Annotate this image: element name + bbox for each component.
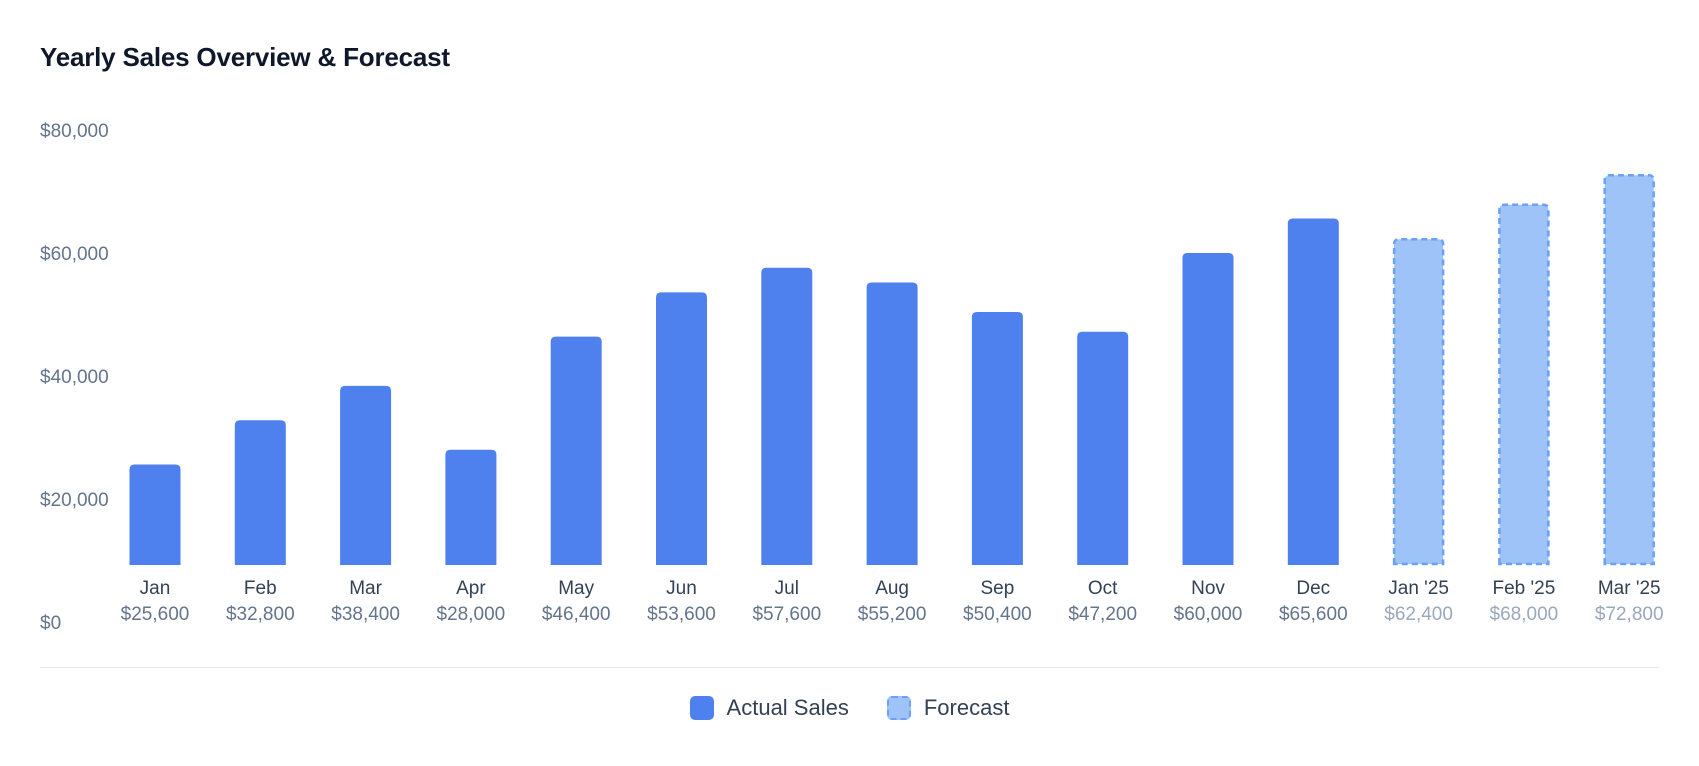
bar-value-label: $25,600 bbox=[121, 604, 190, 625]
forecast-bar bbox=[1603, 174, 1655, 566]
actual-sales-bar bbox=[129, 464, 181, 565]
chart-title: Yearly Sales Overview & Forecast bbox=[40, 42, 450, 72]
bar-value-label: $57,600 bbox=[752, 604, 821, 625]
legend-divider bbox=[40, 667, 1659, 668]
bar-chart: $0 $20,000 $40,000 $60,000 $80,000 Jan $25,600… bbox=[40, 121, 1664, 634]
actual-sales-bar bbox=[340, 385, 392, 565]
x-axis-category-label: Feb '25 bbox=[1493, 578, 1556, 599]
y-axis-tick-label: $80,000 bbox=[40, 121, 109, 142]
bar-value-label: $72,800 bbox=[1595, 604, 1664, 625]
bar-value-label: $60,000 bbox=[1174, 604, 1243, 625]
actual-sales-bar bbox=[445, 449, 497, 565]
y-axis-tick-label: $20,000 bbox=[40, 490, 109, 511]
bar-value-label: $46,400 bbox=[542, 604, 611, 625]
x-axis-category-label: Dec bbox=[1296, 578, 1330, 599]
bar-value-label: $32,800 bbox=[226, 604, 295, 625]
actual-sales-bar bbox=[1077, 331, 1129, 565]
x-axis-category-label: Jan '25 bbox=[1388, 578, 1449, 599]
actual-sales-bar bbox=[656, 292, 707, 565]
y-axis-tick-label: $60,000 bbox=[40, 244, 109, 265]
x-axis-category-label: Jul bbox=[775, 578, 799, 599]
bar-value-label: $38,400 bbox=[331, 604, 400, 625]
legend-label-forecast: Forecast bbox=[923, 695, 1010, 720]
bar-value-label: $50,400 bbox=[963, 604, 1032, 625]
legend-item-actual-sales: Actual Sales bbox=[689, 695, 849, 721]
x-axis-category-label: Oct bbox=[1088, 578, 1118, 599]
actual-sales-bar bbox=[761, 267, 813, 565]
bar-value-label: $53,600 bbox=[647, 604, 716, 625]
x-axis-category-label: Jun bbox=[666, 578, 697, 599]
x-axis-category-label: Apr bbox=[456, 578, 486, 599]
bar-value-label: $65,600 bbox=[1279, 604, 1348, 625]
y-axis-tick-label: $0 bbox=[40, 613, 61, 634]
x-axis-category-label: Nov bbox=[1191, 578, 1225, 599]
forecast-bar bbox=[1392, 237, 1445, 566]
x-axis-category-label: Feb bbox=[244, 578, 277, 599]
actual-sales-bar bbox=[550, 336, 602, 565]
bar-value-label: $68,000 bbox=[1490, 604, 1559, 625]
x-axis-category-label: May bbox=[558, 578, 594, 599]
actual-sales-bar bbox=[1182, 253, 1234, 565]
actual-sales-bar bbox=[971, 312, 1023, 565]
actual-sales-bar bbox=[866, 282, 918, 565]
bar-value-label: $55,200 bbox=[858, 604, 927, 625]
legend-label-actual-sales: Actual Sales bbox=[726, 695, 849, 720]
x-axis-category-label: Mar '25 bbox=[1598, 578, 1661, 599]
x-axis-category-label: Sep bbox=[980, 578, 1014, 599]
y-axis-tick-label: $40,000 bbox=[40, 367, 109, 388]
x-axis-category-label: Aug bbox=[875, 578, 909, 599]
bar-value-label: $28,000 bbox=[437, 604, 506, 625]
chart-legend: Actual Sales Forecast bbox=[0, 695, 1699, 721]
bar-value-label: $62,400 bbox=[1384, 604, 1453, 625]
actual-sales-bar bbox=[234, 420, 286, 565]
legend-item-forecast: Forecast bbox=[886, 695, 1010, 721]
bar-value-label: $47,200 bbox=[1068, 604, 1137, 625]
x-axis-category-label: Mar bbox=[349, 578, 382, 599]
legend-swatch-forecast bbox=[886, 696, 911, 720]
actual-sales-bar bbox=[1287, 218, 1339, 565]
x-axis-category-label: Jan bbox=[140, 578, 171, 599]
forecast-bar bbox=[1498, 203, 1550, 566]
legend-swatch-actual-sales bbox=[689, 696, 714, 720]
